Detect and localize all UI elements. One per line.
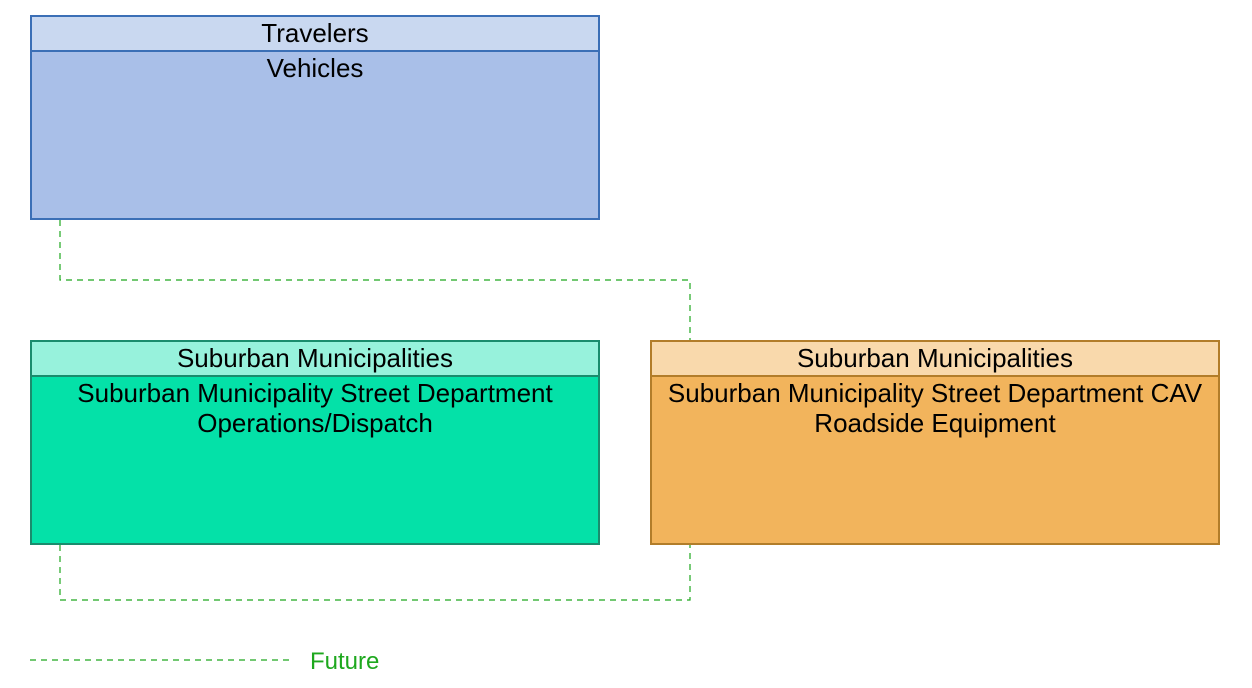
box-suburban-cav-roadside: Suburban Municipalities Suburban Municip… (650, 340, 1220, 545)
box-travelers-body: Vehicles (32, 52, 598, 218)
box-cav-body: Suburban Municipality Street Department … (652, 377, 1218, 543)
box-suburban-ops-dispatch: Suburban Municipalities Suburban Municip… (30, 340, 600, 545)
box-travelers-vehicles: Travelers Vehicles (30, 15, 600, 220)
box-cav-header-label: Suburban Municipalities (797, 343, 1073, 374)
box-ops-header-label: Suburban Municipalities (177, 343, 453, 374)
connector-travelers-to-cav (60, 220, 690, 340)
box-cav-header: Suburban Municipalities (652, 342, 1218, 377)
box-travelers-header: Travelers (32, 17, 598, 52)
box-ops-body: Suburban Municipality Street Department … (32, 377, 598, 543)
box-ops-body-label: Suburban Municipality Street Department … (77, 378, 552, 438)
box-ops-header: Suburban Municipalities (32, 342, 598, 377)
box-travelers-header-label: Travelers (261, 18, 368, 49)
box-cav-body-label: Suburban Municipality Street Department … (668, 378, 1202, 438)
connector-ops-to-cav (60, 545, 690, 600)
legend-label: Future (310, 648, 379, 676)
box-travelers-body-label: Vehicles (267, 53, 364, 83)
legend-label-text: Future (310, 648, 379, 675)
